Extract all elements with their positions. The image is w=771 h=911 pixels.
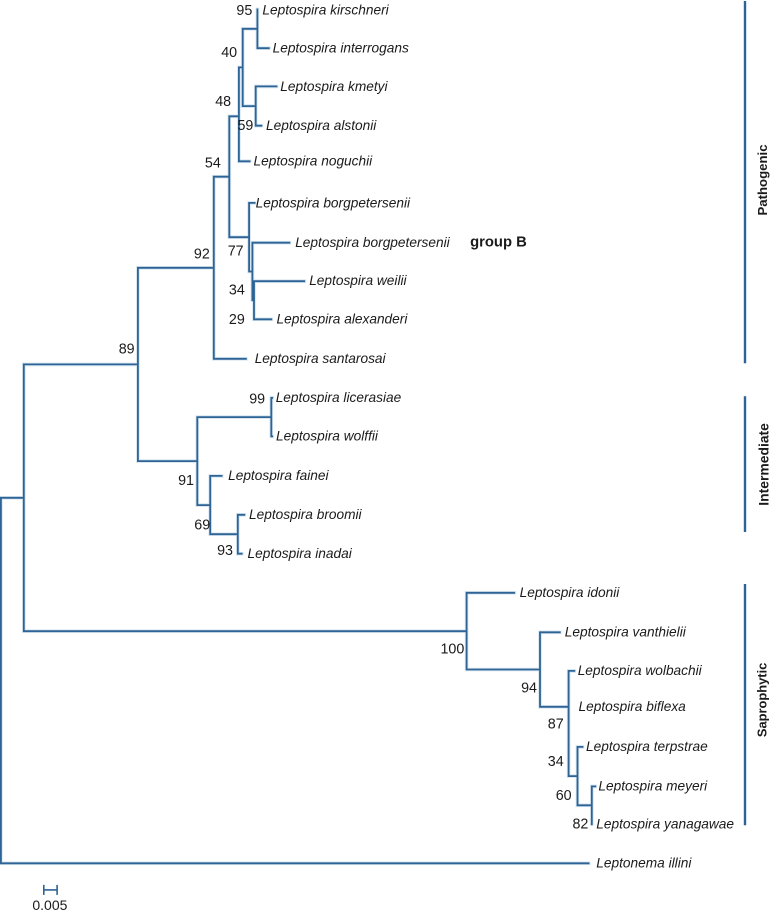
svg-text:Leptospira idonii: Leptospira idonii — [520, 585, 621, 600]
svg-text:Leptospira biflexa: Leptospira biflexa — [579, 699, 687, 714]
svg-text:Pathogenic: Pathogenic — [755, 144, 770, 215]
svg-text:Leptospira inadai: Leptospira inadai — [248, 546, 353, 561]
svg-text:Leptospira yanagawae: Leptospira yanagawae — [596, 817, 734, 832]
svg-text:Leptospira borgpetersenii: Leptospira borgpetersenii — [295, 235, 450, 250]
svg-text:Leptospira meyeri: Leptospira meyeri — [598, 779, 708, 794]
svg-text:89: 89 — [119, 342, 135, 358]
svg-text:Leptospira terpstrae: Leptospira terpstrae — [586, 739, 708, 754]
svg-text:29: 29 — [229, 312, 245, 328]
svg-text:95: 95 — [236, 3, 252, 19]
svg-text:Leptospira kirschneri: Leptospira kirschneri — [262, 3, 389, 18]
svg-text:group B: group B — [470, 234, 527, 250]
svg-text:Intermediate: Intermediate — [756, 423, 771, 506]
svg-text:93: 93 — [217, 543, 233, 559]
svg-text:94: 94 — [521, 680, 537, 696]
svg-text:Leptospira kmetyi: Leptospira kmetyi — [280, 79, 388, 94]
svg-text:82: 82 — [572, 817, 588, 833]
svg-text:59: 59 — [237, 118, 253, 134]
svg-text:0.005: 0.005 — [32, 897, 67, 911]
svg-text:Leptospira noguchii: Leptospira noguchii — [254, 154, 374, 169]
svg-text:Leptospira broomii: Leptospira broomii — [249, 507, 363, 522]
svg-text:34: 34 — [229, 283, 245, 299]
svg-text:34: 34 — [548, 754, 564, 770]
svg-text:Leptospira wolffii: Leptospira wolffii — [276, 429, 379, 444]
svg-text:60: 60 — [556, 788, 572, 804]
svg-text:69: 69 — [194, 517, 210, 533]
svg-text:Leptospira santarosai: Leptospira santarosai — [255, 351, 387, 366]
svg-text:Leptospira vanthielii: Leptospira vanthielii — [565, 625, 687, 640]
svg-text:40: 40 — [221, 45, 237, 61]
svg-text:Leptospira fainei: Leptospira fainei — [228, 468, 329, 483]
svg-text:54: 54 — [205, 156, 221, 172]
svg-text:87: 87 — [548, 716, 564, 732]
svg-text:Leptospira alexanderi: Leptospira alexanderi — [277, 312, 409, 327]
svg-text:Saprophytic: Saprophytic — [755, 663, 770, 738]
svg-text:Leptospira licerasiae: Leptospira licerasiae — [276, 390, 402, 405]
svg-text:92: 92 — [194, 246, 210, 262]
svg-text:Leptospira wolbachii: Leptospira wolbachii — [578, 663, 703, 678]
svg-text:Leptonema illini: Leptonema illini — [596, 856, 692, 871]
svg-text:Leptospira alstonii: Leptospira alstonii — [266, 118, 377, 133]
svg-text:91: 91 — [178, 473, 194, 489]
svg-text:Leptospira interrogans: Leptospira interrogans — [273, 40, 409, 55]
svg-text:48: 48 — [215, 94, 231, 110]
svg-text:Leptospira borgpetersenii: Leptospira borgpetersenii — [256, 195, 411, 210]
svg-text:77: 77 — [228, 244, 244, 260]
svg-text:Leptospira weilii: Leptospira weilii — [309, 273, 407, 288]
svg-text:100: 100 — [440, 641, 464, 657]
svg-text:99: 99 — [249, 392, 265, 408]
